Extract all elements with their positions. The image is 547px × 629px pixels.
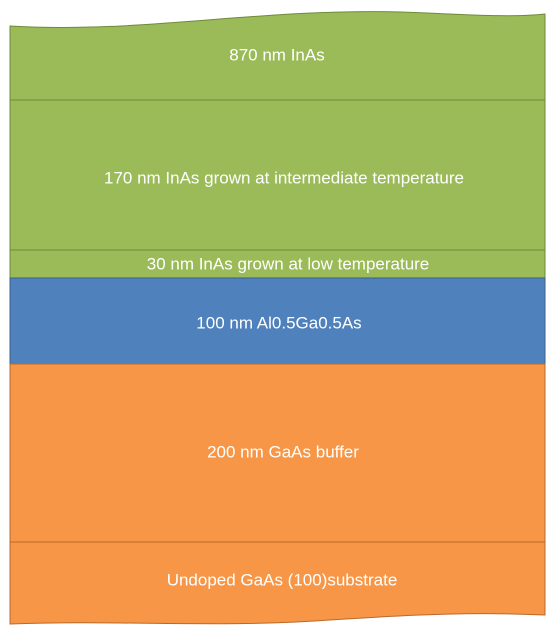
layer-label: 100 nm Al0.5Ga0.5As	[196, 313, 361, 332]
layer-label: Undoped GaAs (100)substrate	[167, 570, 398, 589]
layer-substrate	[9, 541, 546, 625]
layer-label: 870 nm InAs	[229, 45, 324, 64]
layer-inas-170	[9, 99, 546, 251]
layer-gaas-buffer	[9, 363, 546, 543]
layer-label: 30 nm InAs grown at low temperature	[147, 254, 430, 273]
layer-algaas	[9, 277, 546, 365]
layer-inas-870	[9, 11, 546, 101]
layer-label: 170 nm InAs grown at intermediate temper…	[104, 168, 464, 187]
layer-label: 200 nm GaAs buffer	[207, 442, 359, 461]
